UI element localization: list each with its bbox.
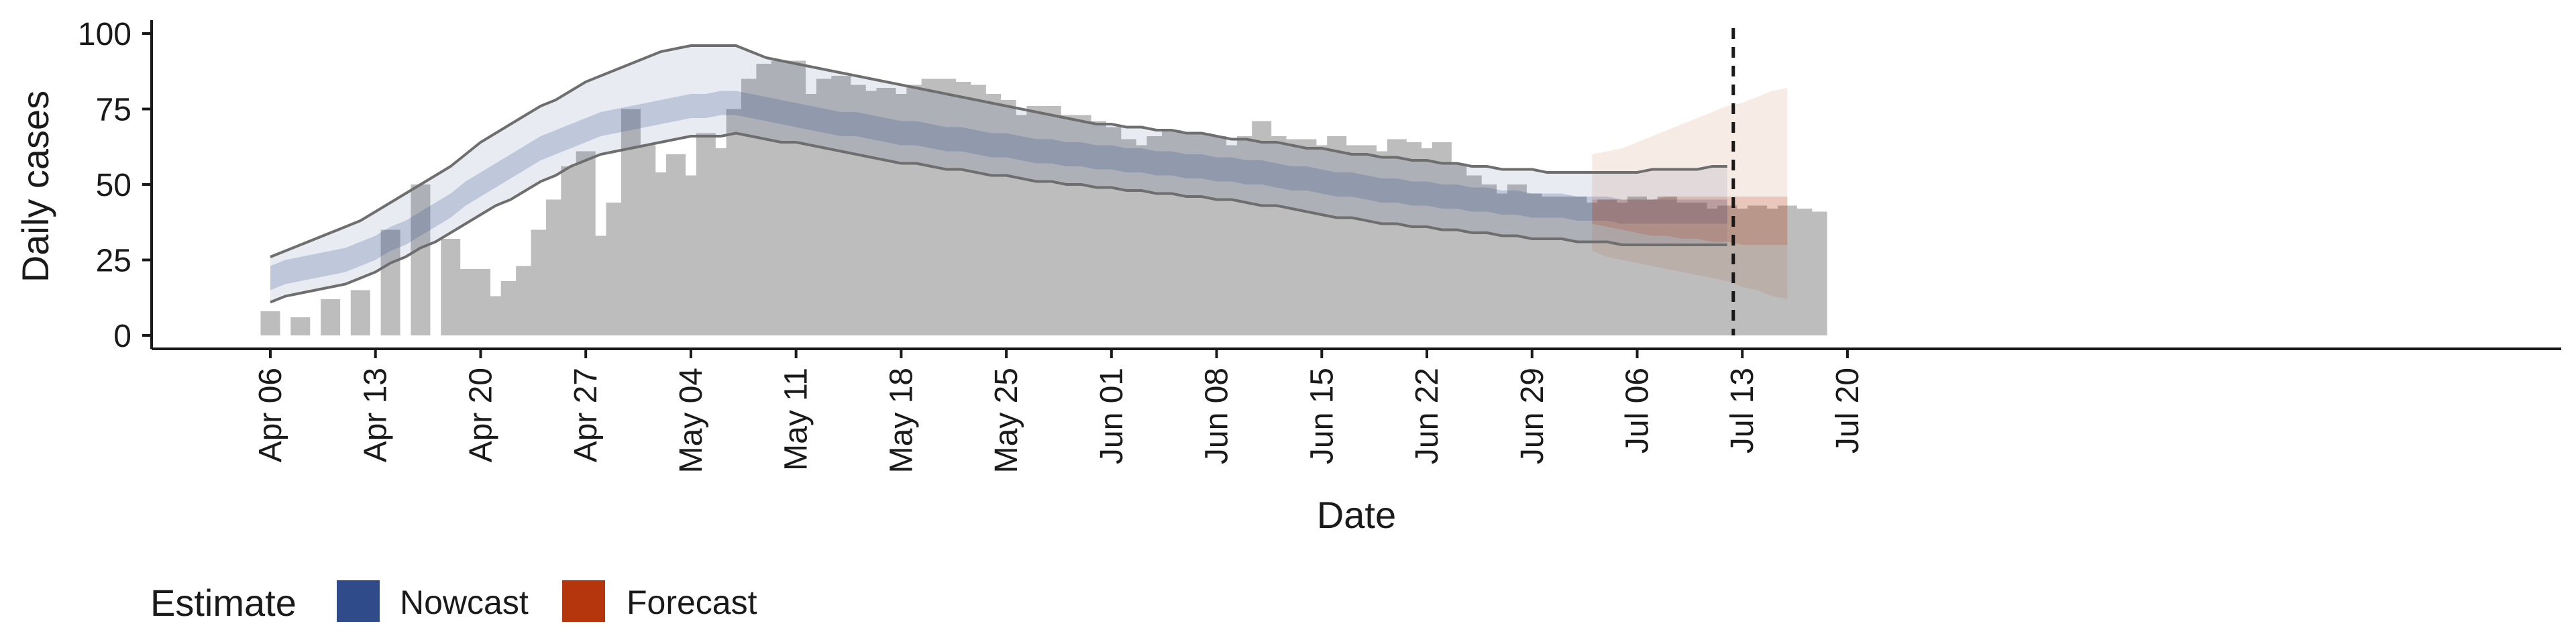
x-axis-ticks: Apr 06 Apr 13 Apr 20 Apr 27 May 04 May 11 May … [253,349,1866,473]
x-tick-label: May 25 [989,368,1024,473]
bar [350,290,370,335]
x-tick-label: May 11 [779,368,814,471]
x-tick-label: Jun 15 [1304,368,1340,464]
y-axis-label: Daily cases [14,91,56,282]
bar [411,184,431,335]
y-tick-label: 100 [78,17,131,52]
y-tick-label: 0 [113,319,131,354]
y-tick-label: 50 [96,168,131,203]
y-tick-label: 25 [96,244,131,279]
x-tick-label: Jun 22 [1409,368,1445,464]
x-tick-label: Jul 20 [1830,368,1866,453]
estimate-bands [270,46,1788,303]
nowcast-lower-line [270,131,1727,304]
x-tick-label: Jul 06 [1620,368,1656,453]
bar [1807,211,1827,335]
bar [321,299,341,335]
x-tick-label: Jun 29 [1515,368,1550,464]
x-tick-label: May 18 [883,368,919,473]
x-tick-label: Jul 13 [1725,368,1760,453]
reported-cases-bars [260,60,1827,335]
legend-label-nowcast: Nowcast [400,584,529,621]
y-tick-label: 75 [96,93,131,128]
bar [290,317,311,335]
plot-area [260,28,1827,335]
x-tick-label: Jun 01 [1094,368,1130,464]
estimate-outline-lines [270,44,1727,304]
legend-key-nowcast [337,580,380,622]
bar [380,229,400,335]
x-tick-label: May 04 [674,368,709,473]
nowcast-90-band [270,46,1727,303]
x-tick-label: Apr 20 [464,368,499,462]
x-tick-label: Apr 06 [253,368,288,462]
x-tick-label: Apr 27 [568,368,604,462]
y-axis-ticks: 0 25 50 75 100 [78,17,152,354]
x-axis-label: Date [1317,494,1396,536]
x-tick-label: Apr 13 [358,368,394,462]
forecast-90-band [1592,88,1788,299]
nowcast-50-band [270,91,1727,290]
legend-label-forecast: Forecast [627,584,757,621]
forecast-50-band [1592,197,1788,245]
legend: Estimate Nowcast Forecast [150,580,757,624]
legend-key-forecast [562,580,605,622]
x-tick-label: Jun 08 [1199,368,1235,464]
axes: 0 25 50 75 100 Apr 06 Apr 13 Apr 20 Apr 27 May 0… [78,17,2561,473]
bar [260,311,280,335]
nowcast-upper-line [270,44,1727,258]
legend-title: Estimate [150,582,297,624]
